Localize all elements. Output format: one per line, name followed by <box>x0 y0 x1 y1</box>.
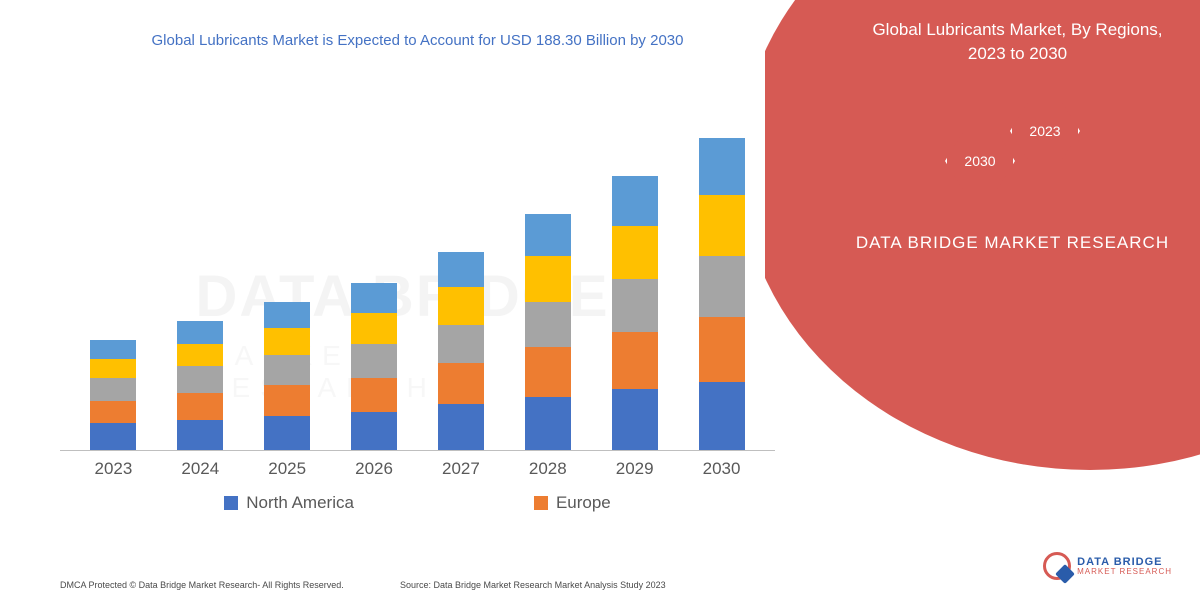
x-tick-label: 2026 <box>355 459 393 479</box>
bar-segment <box>525 256 571 302</box>
bar-segment <box>351 283 397 313</box>
bar-segment <box>438 404 484 450</box>
bar-stack <box>699 138 745 450</box>
bar-segment <box>264 355 310 385</box>
bar-segment <box>699 256 745 317</box>
brand-logo: DATA BRIDGE MARKET RESEARCH <box>1043 552 1172 580</box>
legend-label: North America <box>246 493 354 513</box>
bar-segment <box>438 363 484 405</box>
x-tick-label: 2025 <box>268 459 306 479</box>
bar-segment <box>351 378 397 412</box>
bar-segment <box>612 332 658 389</box>
bar-segment <box>525 214 571 256</box>
bar-segment <box>177 321 223 344</box>
bar-stack <box>351 283 397 450</box>
chart-title: Global Lubricants Market is Expected to … <box>118 30 718 51</box>
x-tick-label: 2024 <box>181 459 219 479</box>
bar-segment <box>699 382 745 450</box>
bar-segment <box>177 420 223 450</box>
x-tick-label: 2029 <box>616 459 654 479</box>
legend: North America Europe <box>40 493 795 513</box>
bar-stack <box>525 214 571 450</box>
bars-row <box>60 71 775 450</box>
bar-segment <box>525 397 571 450</box>
chart-panel: Global Lubricants Market is Expected to … <box>0 0 805 600</box>
bar-segment <box>90 359 136 378</box>
side-title: Global Lubricants Market, By Regions, 20… <box>855 18 1180 66</box>
x-tick-label: 2023 <box>95 459 133 479</box>
bar-segment <box>612 226 658 279</box>
bar-segment <box>351 313 397 343</box>
x-tick-label: 2028 <box>529 459 567 479</box>
bar-segment <box>438 252 484 286</box>
x-tick-label: 2030 <box>703 459 741 479</box>
bar-segment <box>90 340 136 359</box>
side-panel: Global Lubricants Market, By Regions, 20… <box>805 0 1200 600</box>
plot-area <box>60 71 775 451</box>
bar-segment <box>525 347 571 396</box>
side-brand-text: DATA BRIDGE MARKET RESEARCH <box>855 230 1170 256</box>
bar-segment <box>438 325 484 363</box>
bar-segment <box>177 393 223 420</box>
bar-segment <box>90 423 136 450</box>
x-tick-label: 2027 <box>442 459 480 479</box>
bar-segment <box>264 385 310 415</box>
bar-stack <box>177 321 223 450</box>
legend-item: Europe <box>534 493 611 513</box>
legend-swatch-icon <box>534 496 548 510</box>
bar-stack <box>438 252 484 450</box>
logo-text: DATA BRIDGE MARKET RESEARCH <box>1077 556 1172 577</box>
bar-segment <box>612 389 658 450</box>
bar-segment <box>699 138 745 195</box>
bar-segment <box>699 317 745 382</box>
bar-segment <box>438 287 484 325</box>
bar-segment <box>351 344 397 378</box>
bar-segment <box>90 401 136 424</box>
bar-segment <box>177 344 223 367</box>
bar-segment <box>351 412 397 450</box>
main-container: Global Lubricants Market is Expected to … <box>0 0 1200 600</box>
x-axis-labels: 2023 2024 2025 2026 2027 2028 2029 2030 <box>40 451 795 479</box>
bar-stack <box>612 176 658 450</box>
bar-segment <box>90 378 136 401</box>
legend-item: North America <box>224 493 354 513</box>
bar-segment <box>264 416 310 450</box>
legend-swatch-icon <box>224 496 238 510</box>
bar-segment <box>177 366 223 393</box>
bar-segment <box>612 176 658 225</box>
footer-copyright: DMCA Protected © Data Bridge Market Rese… <box>60 580 344 590</box>
logo-mark-icon <box>1043 552 1071 580</box>
logo-line2: MARKET RESEARCH <box>1077 568 1172 577</box>
logo-line1: DATA BRIDGE <box>1077 556 1172 568</box>
footer-source: Source: Data Bridge Market Research Mark… <box>400 580 666 590</box>
bar-segment <box>264 328 310 355</box>
bar-segment <box>612 279 658 332</box>
bar-segment <box>264 302 310 329</box>
legend-label: Europe <box>556 493 611 513</box>
bar-stack <box>90 340 136 450</box>
bar-segment <box>699 195 745 256</box>
bar-stack <box>264 302 310 450</box>
bar-segment <box>525 302 571 348</box>
